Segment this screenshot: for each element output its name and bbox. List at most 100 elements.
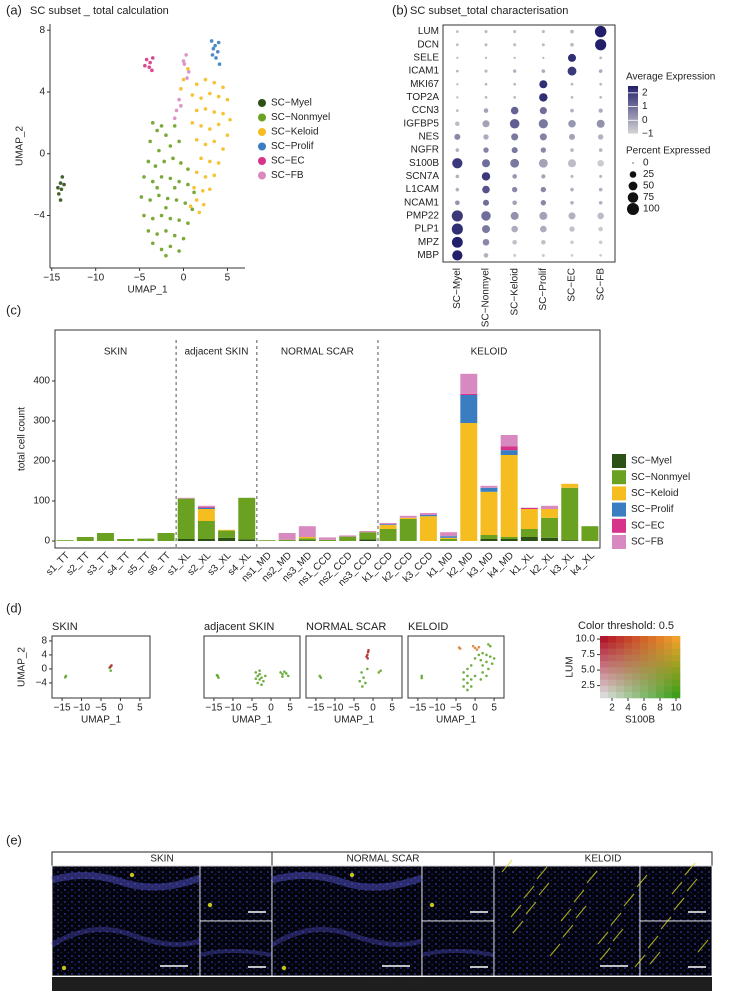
dot: [540, 200, 547, 206]
blend-cell: [624, 660, 633, 668]
point: [216, 161, 221, 165]
dot: [455, 69, 459, 73]
point: [153, 164, 158, 168]
point: [475, 648, 479, 651]
point: [481, 671, 484, 674]
dot: [511, 133, 519, 141]
dot: [570, 240, 574, 245]
point: [150, 179, 155, 184]
bar-segment: [96, 533, 114, 541]
bar-segment: [278, 533, 296, 540]
blend-cell: [624, 667, 633, 674]
point: [477, 653, 481, 657]
point: [62, 182, 66, 187]
dot: [567, 53, 577, 62]
blend-cell: [672, 642, 681, 649]
blend-cell: [664, 691, 673, 699]
bar-segment: [541, 537, 559, 541]
bar-segment: [319, 539, 336, 541]
bar-segment: [177, 497, 195, 499]
bar-segment: [460, 395, 478, 423]
point: [466, 681, 469, 685]
blend-cell: [656, 691, 665, 699]
dot: [541, 174, 546, 179]
point: [457, 646, 461, 649]
point: [466, 688, 469, 692]
point: [190, 121, 195, 125]
bar-segment: [460, 393, 478, 395]
tissue-band: [270, 926, 423, 948]
dot: [570, 200, 574, 205]
row-label: S100B: [409, 158, 439, 169]
legend-title: Average Expression: [626, 72, 715, 83]
point: [215, 673, 219, 677]
s100-fiber: [575, 905, 587, 919]
x-tick-label: −5: [134, 273, 146, 284]
blend-cell: [648, 648, 657, 655]
point: [147, 65, 152, 70]
section-header: KELOID: [585, 854, 622, 865]
column-label: SC−Keloid: [509, 268, 520, 316]
point: [190, 93, 195, 97]
point: [212, 80, 217, 85]
point: [258, 672, 261, 676]
row-label: TOP2A: [406, 92, 439, 103]
point: [168, 176, 173, 181]
dot: [510, 158, 520, 168]
point: [283, 670, 286, 674]
color-tick-label: 1: [642, 101, 648, 112]
point: [462, 671, 465, 674]
x-tick-label: 4: [625, 703, 631, 714]
blend-cell: [616, 642, 625, 649]
s100-fiber: [560, 908, 572, 922]
blend-cell: [608, 636, 617, 643]
dot: [513, 96, 517, 99]
row-label: IGFBP5: [403, 118, 439, 129]
blend-cell: [648, 642, 657, 649]
x-tick-label: 5: [389, 703, 395, 714]
chart-title: SC subset_total characterisation: [410, 5, 568, 17]
blend-cell: [672, 679, 681, 686]
blend-cell: [608, 667, 617, 674]
blend-cell: [648, 636, 657, 643]
point: [214, 56, 218, 60]
x-tick-label: −5: [348, 703, 360, 714]
bar-segment: [218, 529, 236, 531]
dot: [482, 185, 490, 194]
s100-fiber: [501, 859, 513, 873]
dot: [598, 187, 603, 192]
bar-segment: [298, 537, 316, 539]
dot: [570, 174, 574, 178]
legend-label: SC−FB: [631, 537, 664, 548]
point: [194, 108, 199, 113]
chart-title: SC subset _ total calculation: [30, 5, 169, 17]
x-tick-label: k4_XL: [569, 550, 597, 578]
tissue-band: [50, 926, 201, 948]
chart-title: KELOID: [408, 621, 448, 633]
dot: [570, 96, 574, 99]
point: [194, 198, 199, 202]
bar-segment: [218, 537, 236, 541]
point: [362, 676, 365, 679]
x-tick-label: −10: [428, 703, 445, 714]
legend-marker: [258, 128, 266, 136]
bar-segment: [500, 446, 518, 451]
blend-cell: [600, 636, 609, 643]
x-tick-label: −15: [54, 703, 71, 714]
dot: [482, 199, 490, 206]
image: [51, 865, 201, 977]
panel-label: (a): [6, 2, 22, 17]
dot: [598, 148, 603, 152]
bar-segment: [197, 521, 215, 539]
dot: [598, 240, 603, 245]
bar-segment: [581, 526, 599, 541]
row-label: PLP1: [415, 224, 440, 235]
point: [260, 676, 263, 679]
tissue-band: [199, 949, 273, 957]
blend-cell: [616, 636, 625, 643]
bar-segment: [379, 524, 397, 525]
blend-cell: [608, 691, 617, 699]
bar-segment: [460, 423, 478, 541]
dot: [456, 83, 459, 86]
y-axis-label: UMAP_2: [17, 647, 28, 687]
